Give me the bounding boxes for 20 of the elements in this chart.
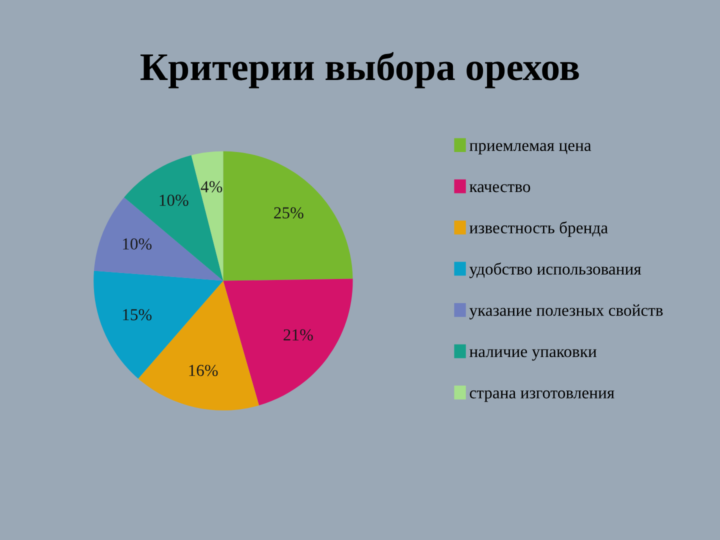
pie-slice [124,155,224,281]
legend-label: удобство использования [469,262,642,278]
legend-label: известность бренда [470,221,608,237]
data-label: 15% [123,309,152,320]
chart-title: Критерии выбора орехов [140,52,579,88]
pie-slice [94,270,224,379]
data-label: 21% [284,329,313,341]
pie-slice [223,278,353,406]
data-label: 16% [189,364,218,376]
legend-label: приемлемая цена [470,142,592,154]
data-label: 10% [160,194,188,206]
data-label: 4% [200,181,222,192]
pie-slice [191,151,224,281]
legend-label: качество [470,184,530,192]
legend-label: указание полезных свойств [469,304,663,320]
pie-slice [223,151,353,281]
data-label: 25% [274,207,304,219]
legend-label: страна изготовления [470,390,614,402]
data-label: 10% [123,238,152,250]
legend-label: наличие упаковки [470,349,596,361]
